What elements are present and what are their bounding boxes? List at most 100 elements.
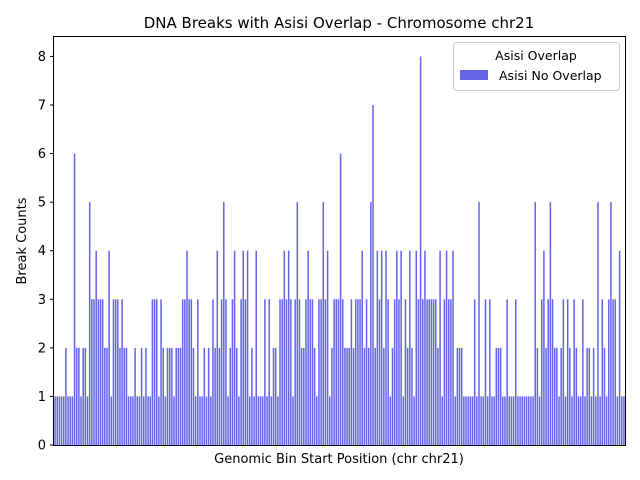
bar [320, 299, 322, 445]
bar [573, 299, 575, 445]
bar [294, 299, 296, 445]
bar [147, 396, 149, 445]
bar [495, 347, 498, 445]
bar [145, 347, 147, 445]
bar [582, 299, 584, 445]
bar [246, 250, 249, 445]
bar [290, 299, 292, 445]
bar [229, 347, 232, 445]
y-tick-label: 4 [38, 244, 46, 259]
bar [579, 396, 582, 445]
bar [140, 347, 143, 445]
bar [434, 299, 437, 445]
bar [341, 299, 344, 445]
bar [186, 250, 188, 445]
bar [393, 299, 396, 445]
chart-title: DNA Breaks with Asisi Overlap - Chromoso… [144, 14, 535, 32]
bar [610, 202, 612, 445]
bar [592, 347, 595, 445]
bar [268, 299, 270, 445]
y-tick-label: 8 [38, 50, 46, 65]
bar [149, 396, 151, 445]
bar [114, 299, 117, 445]
bar [298, 299, 301, 445]
bar [465, 396, 467, 445]
bar [333, 299, 335, 445]
bar [99, 299, 102, 445]
bar [389, 396, 392, 445]
bar [614, 299, 617, 445]
bar [497, 347, 500, 445]
bar [376, 250, 379, 445]
bar [354, 299, 357, 445]
bar [346, 347, 348, 445]
bar [67, 396, 69, 445]
bar [207, 347, 210, 445]
y-tick-label: 6 [38, 147, 46, 162]
bar [155, 299, 158, 445]
bar [499, 347, 502, 445]
bar [566, 299, 569, 445]
bar [220, 299, 223, 445]
bar [101, 299, 104, 445]
y-tick-label: 5 [38, 196, 46, 211]
bar [238, 396, 240, 445]
bar [285, 299, 288, 445]
bar [422, 299, 424, 445]
bar [218, 347, 221, 445]
bar [80, 396, 82, 445]
bar [478, 202, 480, 445]
bar [236, 347, 238, 445]
plot-frame [53, 36, 626, 446]
bar [93, 299, 95, 445]
bar [184, 299, 186, 445]
bar [471, 396, 474, 445]
bar [584, 396, 586, 445]
bar [305, 299, 307, 445]
bar [136, 396, 139, 445]
bar [378, 299, 381, 445]
bar [415, 250, 418, 445]
bar [95, 250, 97, 445]
bar [212, 299, 214, 445]
bar [227, 396, 229, 445]
bar [281, 299, 283, 445]
bar [84, 347, 87, 445]
bar [586, 347, 588, 445]
bar [190, 299, 193, 445]
bar [380, 250, 383, 445]
bar [534, 202, 536, 445]
bar [108, 250, 110, 445]
bar [168, 347, 171, 445]
bar [216, 250, 219, 445]
bar [287, 250, 290, 445]
bar [361, 250, 363, 445]
bars-group [54, 56, 625, 446]
bar [521, 396, 524, 445]
bar [56, 396, 58, 445]
bar [104, 347, 106, 445]
bar [344, 347, 346, 445]
bar [556, 347, 558, 445]
bar [486, 396, 489, 445]
bar [54, 396, 56, 445]
bar [274, 347, 277, 445]
bar [292, 396, 294, 445]
bar [512, 396, 515, 445]
bar [244, 299, 247, 445]
bar [532, 396, 534, 445]
bar [601, 299, 604, 445]
bar [329, 396, 331, 445]
bar [502, 396, 504, 445]
bar [543, 250, 545, 445]
y-tick-label: 0 [38, 439, 46, 454]
bar [106, 347, 108, 445]
bar [138, 396, 141, 445]
bar [463, 396, 465, 445]
bar [445, 250, 448, 445]
bar [365, 299, 368, 445]
legend-swatch [460, 70, 488, 80]
bar [623, 396, 625, 445]
bar [558, 396, 560, 445]
bar [201, 396, 203, 445]
